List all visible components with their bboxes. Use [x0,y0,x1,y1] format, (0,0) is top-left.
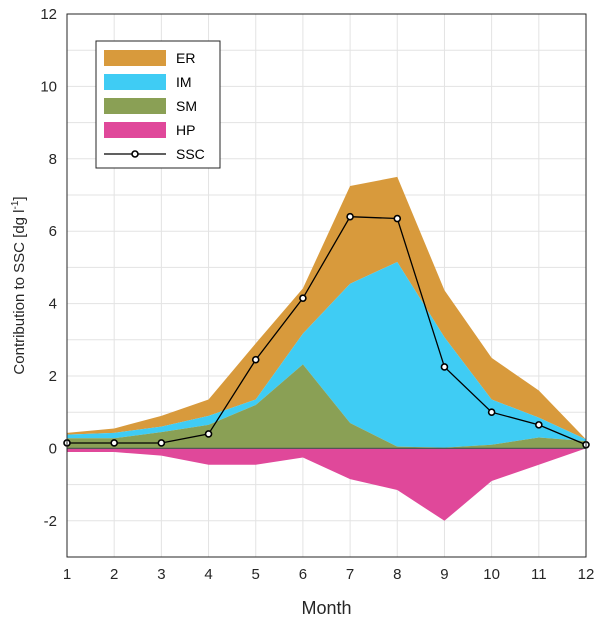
ssc-point-4 [204,430,213,438]
legend-swatch-er [104,50,166,66]
x-tick-label-5: 5 [252,566,260,583]
x-tick-label-3: 3 [157,566,165,583]
y-tick-label-6: 6 [49,223,57,240]
x-tick-label-11: 11 [531,566,547,583]
ssc-point-9 [440,363,449,371]
ssc-point-7 [346,212,354,221]
y-axis-label-main: Contribution to SSC [dg l [11,209,28,374]
y-tick-label-8: 8 [49,151,57,168]
x-tick-labels: 1 2 3 4 5 6 7 8 9 10 11 12 [63,566,594,583]
y-tick-label-12: 12 [40,6,57,23]
x-tick-label-7: 7 [346,566,354,583]
area-er [67,176,586,440]
ssc-point-8 [393,214,402,223]
y-axis-label-close: ] [11,196,28,200]
legend-label-sm: SM [176,98,197,114]
legend-marker-ssc [131,150,139,158]
y-axis-label: Contribution to SSC [dg l-1] [10,196,28,374]
ssc-point-10 [487,408,496,417]
legend-label-ssc: SSC [176,146,205,162]
legend-swatch-im [104,74,166,90]
y-tick-label-10: 10 [40,78,57,95]
x-tick-label-6: 6 [299,566,307,583]
stacked-areas [67,176,586,521]
y-tick-label-4: 4 [49,296,57,313]
x-tick-label-4: 4 [204,566,212,583]
legend-label-im: IM [176,74,192,90]
ssc-point-2 [110,439,118,447]
axes-frame [66,13,587,558]
legend-swatch-sm [104,98,166,114]
ssc-line [67,216,587,446]
ssc-point-11 [535,421,543,429]
ssc-point-5 [251,355,260,364]
area-sm [67,364,586,449]
ssc-point-3 [157,439,166,447]
ssc-point-6 [299,294,307,302]
x-tick-label-10: 10 [483,566,500,583]
x-tick-label-12: 12 [578,566,594,583]
y-tick-label-0: 0 [49,440,57,457]
y-tick-label-2: 2 [49,368,57,385]
x-tick-label-9: 9 [440,566,448,583]
x-tick-label-1: 1 [63,566,71,583]
area-hp [67,448,586,521]
legend-label-hp: HP [176,122,195,138]
x-axis-label: Month [301,598,351,618]
area-im [67,261,586,448]
legend-swatch-hp [104,122,166,138]
x-tick-label-8: 8 [393,566,401,583]
legend: ER IM SM HP SSC [95,40,221,169]
y-tick-label--2: -2 [44,513,57,530]
legend-label-er: ER [176,50,195,66]
x-tick-label-2: 2 [110,566,118,583]
y-axis-label-superscript: -1 [10,200,21,209]
y-tick-labels: -2 0 2 4 6 8 10 12 [40,6,57,530]
